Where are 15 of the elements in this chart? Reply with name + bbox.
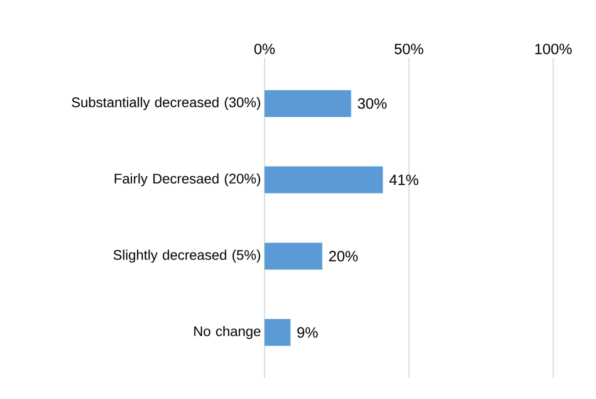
bar <box>264 90 352 117</box>
bar <box>264 166 383 194</box>
data-label: 9% <box>297 327 318 338</box>
y-tick-label: Substantially decreased (30%) <box>72 96 260 110</box>
data-label: 41% <box>389 174 418 185</box>
x-tick-label: 50% <box>394 44 424 54</box>
x-tick-label: 100% <box>535 44 572 54</box>
data-label: 20% <box>329 250 358 262</box>
bar <box>264 242 322 270</box>
y-tick-label: No change <box>194 326 260 339</box>
data-label: 30% <box>358 98 387 109</box>
bar <box>264 318 291 346</box>
x-tick-label: 0% <box>254 44 275 54</box>
y-tick-label: Slightly decreased (5%) <box>114 250 260 263</box>
y-tick-label: Fairly Decresaed (20%) <box>114 173 260 186</box>
